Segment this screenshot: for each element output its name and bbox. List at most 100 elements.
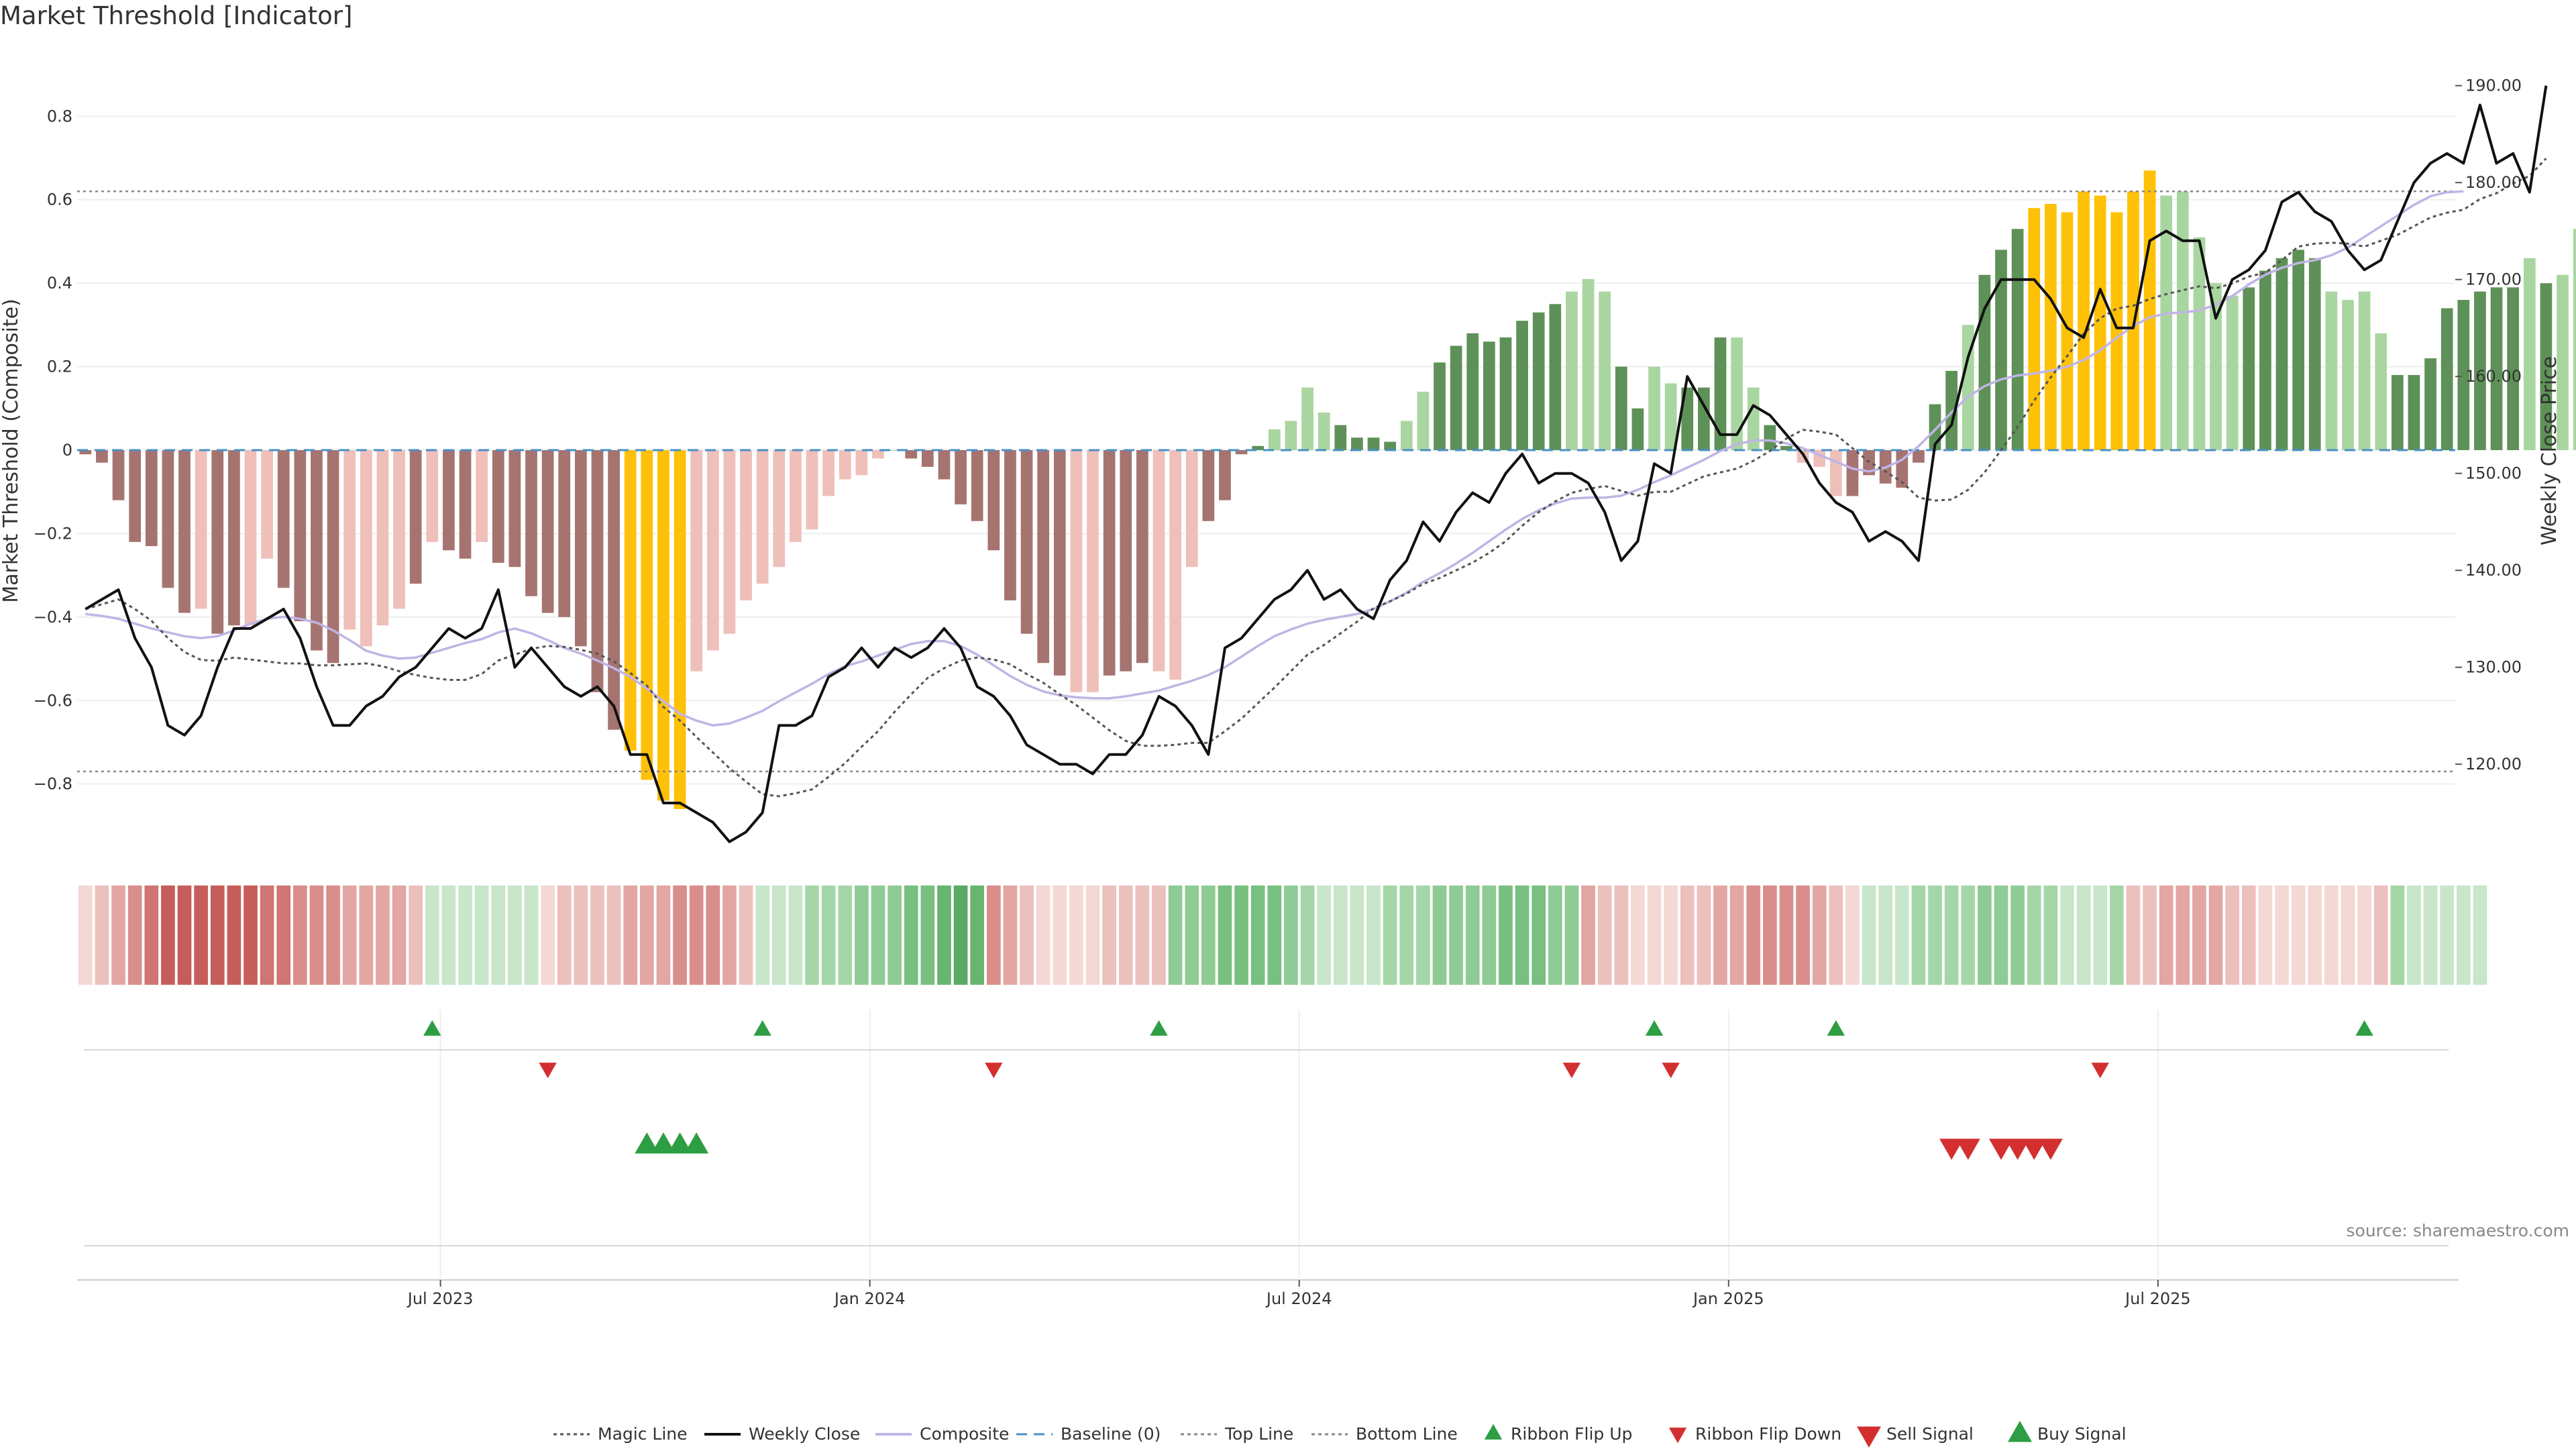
legend-label: Sell Signal (1886, 1424, 1974, 1444)
composite-bar (723, 450, 736, 634)
composite-bar (1450, 345, 1462, 450)
x-tick-label: Jan 2025 (1692, 1289, 1764, 1308)
ribbon-cell (1085, 885, 1100, 985)
y2-tick-label: 190.00 (2465, 76, 2522, 95)
ribbon-cell (1482, 885, 1497, 985)
composite-bar (1004, 450, 1016, 600)
ribbon-cell (144, 885, 159, 985)
composite-bar (872, 450, 884, 459)
axes-layer: 0.8 0.6 0.4 0.2 0 −0.2 −0.4 −0.6 −0.8 190.00 180.0… (0, 76, 2561, 1308)
composite-bar (2226, 295, 2239, 450)
ribbon-cell (309, 885, 324, 985)
ribbon-cell (1350, 885, 1364, 985)
composite-bar (1400, 421, 1413, 450)
x-tick-label: Jul 2023 (407, 1289, 474, 1308)
composite-bar (2044, 203, 2057, 450)
composite-bar (1615, 366, 1627, 450)
legend-label: Ribbon Flip Down (1695, 1424, 1841, 1444)
composite-bar (1681, 387, 1694, 450)
composite-bar (1136, 450, 1148, 663)
composite-bar (1185, 450, 1198, 568)
ribbon-cell (1102, 885, 1116, 985)
ribbon-cell (1548, 885, 1562, 985)
composite-bar (2143, 170, 2156, 451)
composite-bar (1037, 450, 1050, 663)
composite-bar (2259, 270, 2271, 450)
ribbon-cell (920, 885, 935, 985)
ribbon-cell (2241, 885, 2256, 985)
ribbon-cell (2456, 885, 2471, 985)
composite-bar (1962, 325, 1974, 450)
ribbon-cell (2341, 885, 2355, 985)
ribbon-cell (574, 885, 588, 985)
ribbon-cell (2060, 885, 2074, 985)
composite-bar (1995, 250, 2007, 450)
composite-bar (790, 450, 802, 542)
composite-bar (1483, 341, 1495, 450)
ribbon-cell (838, 885, 853, 985)
composite-bar (2342, 300, 2354, 450)
composite-bar (2408, 375, 2420, 450)
ribbon-cell (425, 885, 439, 985)
composite-bar (426, 450, 439, 542)
composite-bar (228, 450, 240, 626)
ribbon-cell (1234, 885, 1248, 985)
ribbon-cell (1036, 885, 1051, 985)
composite-bar (2210, 283, 2222, 450)
composite-bar (178, 450, 191, 613)
ribbon-cell (2109, 885, 2124, 985)
composite-bar (145, 450, 158, 547)
composite-bar (2573, 229, 2576, 450)
y-tick-label: 0 (62, 441, 72, 460)
ribbon-cell (1779, 885, 1794, 985)
composite-bar (1301, 387, 1313, 450)
ribbon-cell (2440, 885, 2455, 985)
legend-item: Buy Signal (2008, 1421, 2127, 1444)
ribbon-cell (1911, 885, 1926, 985)
y-tick-label: 0.6 (47, 191, 72, 209)
ribbon-cell (1928, 885, 1942, 985)
ribbon-cell (359, 885, 374, 985)
ribbon-cell (2275, 885, 2289, 985)
ribbon-cell (227, 885, 241, 985)
composite-bar (1631, 408, 1644, 450)
composite-bar (1384, 441, 1396, 450)
ribbon-cell (1978, 885, 1992, 985)
composite-bar (1929, 404, 1941, 450)
ribbon-cell (2407, 885, 2421, 985)
composite-bar (1599, 291, 1611, 450)
ribbon-cell (1333, 885, 1348, 985)
ribbon-cell (805, 885, 819, 985)
ribbon-cell (293, 885, 307, 985)
ribbon-cell (2126, 885, 2141, 985)
composite-bar (2457, 300, 2470, 450)
composite-bar (508, 450, 521, 568)
ribbon-cell (673, 885, 687, 985)
legend-item: Bottom Line (1311, 1424, 1458, 1444)
ribbon-cell (78, 885, 93, 985)
composite-bar (2011, 229, 2024, 450)
ribbon-cell (1267, 885, 1282, 985)
ribbon-cell (1416, 885, 1430, 985)
ribbon-cell (474, 885, 489, 985)
composite-bar (129, 450, 142, 542)
composite-bar (2243, 287, 2255, 450)
composite-bar (476, 450, 488, 542)
composite-bar (2028, 208, 2041, 450)
ribbon-flip-down-marker (2091, 1063, 2109, 1079)
ribbon-cell (541, 885, 555, 985)
composite-bar (443, 450, 455, 551)
ribbon-cell (1399, 885, 1414, 985)
composite-bar (2275, 258, 2288, 450)
legend-swatch (1484, 1424, 1503, 1440)
composite-bar (2160, 195, 2173, 450)
ribbon-cell (788, 885, 803, 985)
ribbon-strip (78, 885, 2487, 985)
ribbon-cell (2423, 885, 2438, 985)
ribbon-cell (1729, 885, 1744, 985)
x-tick-label: Jul 2024 (1265, 1289, 1332, 1308)
composite-bar (905, 450, 918, 459)
ribbon-cell (491, 885, 506, 985)
ribbon-cell (524, 885, 539, 985)
composite-bar (1846, 450, 1859, 496)
